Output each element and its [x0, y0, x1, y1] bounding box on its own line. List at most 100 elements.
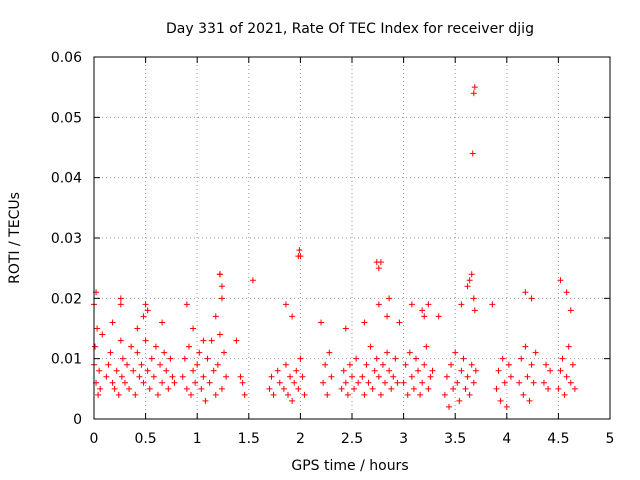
data-point: [456, 397, 463, 404]
data-point: [161, 349, 168, 356]
data-point: [297, 355, 304, 362]
data-point: [419, 379, 426, 386]
data-point: [179, 373, 186, 380]
data-point: [384, 349, 391, 356]
data-point: [518, 355, 525, 362]
data-point: [109, 319, 116, 326]
data-point: [216, 331, 223, 338]
data-point: [237, 373, 244, 380]
data-point: [446, 403, 453, 410]
data-point: [301, 391, 308, 398]
data-point: [152, 343, 159, 350]
x-tick-label: 2.5: [341, 431, 363, 447]
data-point: [423, 343, 430, 350]
data-point: [293, 367, 300, 374]
data-point: [96, 367, 103, 374]
data-point: [163, 367, 170, 374]
data-point: [404, 391, 411, 398]
data-point: [282, 301, 289, 308]
data-point: [154, 391, 161, 398]
data-point: [287, 373, 294, 380]
data-point: [379, 361, 386, 368]
data-point: [328, 373, 335, 380]
data-point: [274, 367, 281, 374]
data-point: [210, 367, 217, 374]
data-point: [113, 367, 120, 374]
x-tick-label: 3: [399, 431, 408, 447]
data-point: [545, 385, 552, 392]
data-point: [117, 295, 124, 302]
data-point: [377, 391, 384, 398]
data-point: [126, 385, 133, 392]
data-point: [241, 391, 248, 398]
data-point: [109, 379, 116, 386]
data-point: [200, 373, 207, 380]
data-point: [466, 277, 473, 284]
data-point: [464, 283, 471, 290]
data-point: [489, 301, 496, 308]
data-point: [157, 361, 164, 368]
data-point: [454, 379, 461, 386]
data-point: [266, 385, 273, 392]
data-point: [530, 379, 537, 386]
data-point: [121, 379, 128, 386]
data-point: [382, 379, 389, 386]
data-point: [270, 391, 277, 398]
data-point: [148, 355, 155, 362]
data-point: [516, 379, 523, 386]
data-point: [202, 397, 209, 404]
data-point: [165, 385, 172, 392]
data-point: [435, 313, 442, 320]
data-point: [144, 307, 151, 314]
data-point: [346, 361, 353, 368]
data-point: [375, 265, 382, 272]
data-point: [367, 343, 374, 350]
data-point: [371, 367, 378, 374]
y-tick-label: 0.06: [51, 50, 82, 66]
data-point: [239, 379, 246, 386]
data-point: [221, 349, 228, 356]
data-point: [268, 373, 275, 380]
chart-title: Day 331 of 2021, Rate Of TEC Index for r…: [166, 21, 534, 37]
data-point: [507, 373, 514, 380]
data-point: [388, 385, 395, 392]
x-axis-label: GPS time / hours: [291, 458, 408, 474]
data-point: [322, 361, 329, 368]
data-point: [392, 355, 399, 362]
data-point: [338, 385, 345, 392]
data-point: [524, 373, 531, 380]
x-axis: 0 0.5 1 1.5 2 2.5 3 3.5 4 4.5 5: [90, 57, 614, 447]
data-point: [119, 355, 126, 362]
data-point: [469, 150, 476, 157]
data-point: [369, 385, 376, 392]
data-point: [144, 367, 151, 374]
data-point: [571, 385, 578, 392]
data-point: [92, 343, 99, 350]
data-point: [377, 259, 384, 266]
data-point: [233, 337, 240, 344]
data-point: [499, 355, 506, 362]
data-point: [520, 391, 527, 398]
data-point: [192, 379, 199, 386]
data-point: [497, 397, 504, 404]
x-tick-label: 3.5: [444, 431, 466, 447]
data-point: [342, 325, 349, 332]
data-point: [117, 301, 124, 308]
data-point: [547, 367, 554, 374]
data-point: [204, 355, 211, 362]
data-point: [218, 295, 225, 302]
data-point: [543, 361, 550, 368]
data-point: [505, 361, 512, 368]
data-point: [522, 343, 529, 350]
data-point: [563, 289, 570, 296]
data-point: [443, 373, 450, 380]
data-point: [117, 337, 124, 344]
data-point: [375, 373, 382, 380]
data-point: [528, 295, 535, 302]
data-point: [97, 385, 104, 392]
data-point: [501, 379, 508, 386]
data-point: [470, 379, 477, 386]
data-point: [190, 367, 197, 374]
data-point: [555, 385, 562, 392]
data-point: [466, 391, 473, 398]
